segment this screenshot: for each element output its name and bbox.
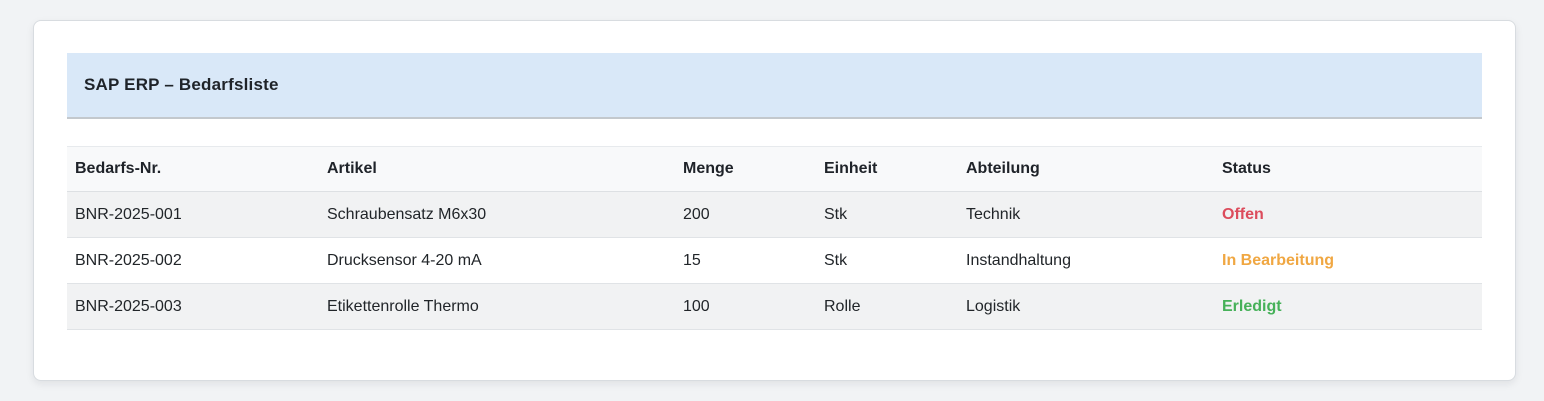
panel-header: SAP ERP – Bedarfsliste <box>67 53 1482 119</box>
page-title: SAP ERP – Bedarfsliste <box>84 75 279 94</box>
column-header-einheit: Einheit <box>816 146 958 192</box>
cell-menge: 200 <box>675 191 816 238</box>
cell-artikel: Etikettenrolle Thermo <box>319 283 675 330</box>
status-badge: In Bearbeitung <box>1214 237 1482 284</box>
status-badge: Offen <box>1214 191 1482 238</box>
cell-bedarfs-nr: BNR-2025-002 <box>67 237 319 284</box>
column-header-menge: Menge <box>675 146 816 192</box>
table-header-row: Bedarfs-Nr. Artikel Menge Einheit Abteil… <box>67 146 1482 192</box>
column-header-status: Status <box>1214 146 1482 192</box>
cell-abteilung: Technik <box>958 191 1214 238</box>
column-header-abteilung: Abteilung <box>958 146 1214 192</box>
cell-bedarfs-nr: BNR-2025-001 <box>67 191 319 238</box>
cell-menge: 100 <box>675 283 816 330</box>
column-header-artikel: Artikel <box>319 146 675 192</box>
cell-einheit: Stk <box>816 237 958 284</box>
cell-artikel: Schraubensatz M6x30 <box>319 191 675 238</box>
cell-abteilung: Logistik <box>958 283 1214 330</box>
table-row[interactable]: BNR-2025-003 Etikettenrolle Thermo 100 R… <box>67 283 1482 330</box>
cell-einheit: Stk <box>816 191 958 238</box>
status-badge: Erledigt <box>1214 283 1482 330</box>
table-row[interactable]: BNR-2025-002 Drucksensor 4-20 mA 15 Stk … <box>67 237 1482 284</box>
cell-menge: 15 <box>675 237 816 284</box>
cell-bedarfs-nr: BNR-2025-003 <box>67 283 319 330</box>
cell-artikel: Drucksensor 4-20 mA <box>319 237 675 284</box>
cell-abteilung: Instandhaltung <box>958 237 1214 284</box>
column-header-bedarfs-nr: Bedarfs-Nr. <box>67 146 319 192</box>
bedarfsliste-table: Bedarfs-Nr. Artikel Menge Einheit Abteil… <box>67 146 1482 330</box>
erp-panel-card: SAP ERP – Bedarfsliste Bedarfs-Nr. Artik… <box>33 20 1516 381</box>
cell-einheit: Rolle <box>816 283 958 330</box>
table-row[interactable]: BNR-2025-001 Schraubensatz M6x30 200 Stk… <box>67 191 1482 238</box>
